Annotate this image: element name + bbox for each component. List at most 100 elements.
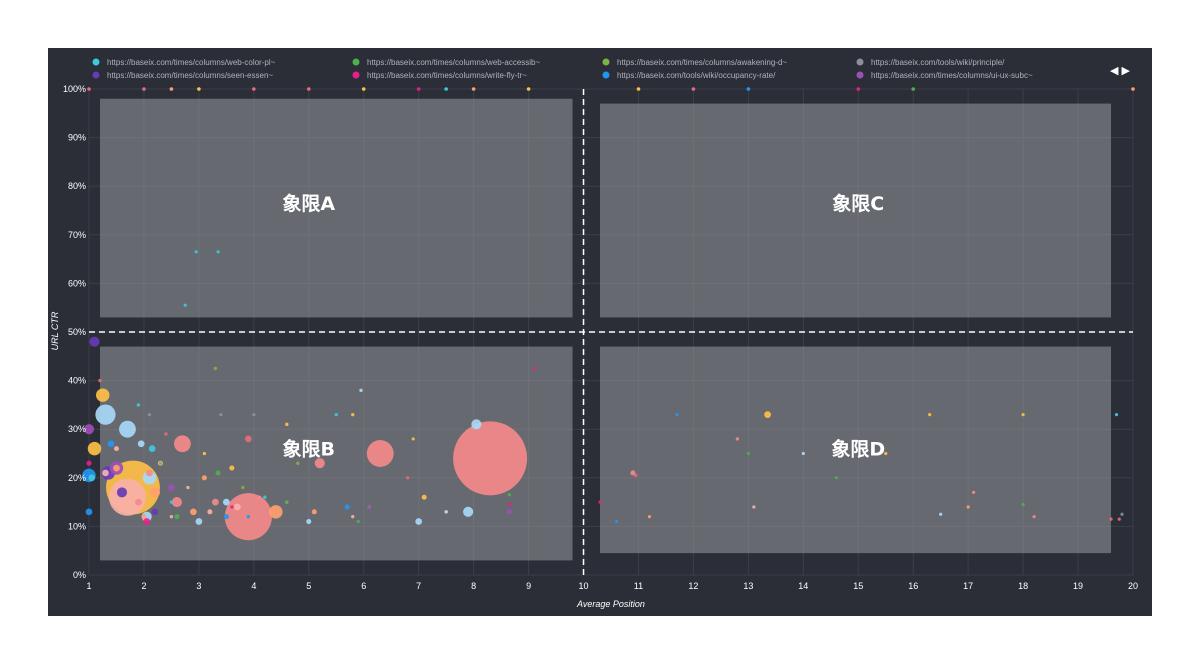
- data-point-bubble: [972, 490, 976, 494]
- data-point-bubble: [233, 503, 241, 511]
- x-tick-label: 7: [416, 581, 421, 591]
- x-tick-label: 1: [86, 581, 91, 591]
- quadrant-label: 象限B: [283, 438, 335, 461]
- top-edge-marker: [444, 87, 448, 91]
- top-edge-marker: [361, 87, 366, 91]
- data-point-bubble: [1032, 515, 1036, 519]
- data-point-bubble: [207, 509, 213, 515]
- data-point-bubble: [223, 498, 230, 506]
- data-point-bubble: [135, 498, 142, 506]
- y-tick-label: 50%: [68, 327, 86, 337]
- data-point-bubble: [215, 470, 221, 476]
- data-point-bubble: [216, 250, 220, 254]
- data-point-bubble: [406, 476, 410, 480]
- data-point-bubble: [344, 504, 350, 510]
- data-point-bubble: [311, 509, 317, 515]
- data-point-bubble: [174, 514, 180, 520]
- chart-panel: https://baseix.com/times/columns/web-col…: [48, 48, 1152, 616]
- data-point-bubble: [195, 518, 203, 525]
- data-point-bubble: [507, 502, 512, 507]
- legend-label: https://baseix.com/tools/wiki/occupancy-…: [617, 71, 776, 80]
- data-point-bubble: [252, 412, 256, 417]
- data-point-bubble: [323, 451, 327, 456]
- data-point-bubble: [296, 461, 300, 465]
- data-point-bubble: [314, 458, 325, 469]
- legend-swatch: [352, 71, 360, 79]
- data-point-bubble: [212, 498, 219, 506]
- data-point-bubble: [223, 514, 229, 520]
- data-point-bubble: [213, 366, 218, 371]
- data-point-bubble: [113, 446, 119, 452]
- x-tick-label: 10: [579, 581, 589, 591]
- quadrant-labels: 象限A 象限C 象限B 象限D: [282, 192, 885, 460]
- data-point-bubble: [116, 487, 128, 498]
- data-point-bubble: [88, 474, 96, 482]
- top-edge-marker: [856, 87, 861, 91]
- y-tick-label: 10%: [68, 521, 86, 531]
- y-tick-label: 70%: [68, 230, 86, 240]
- data-point-bubble: [1114, 413, 1119, 417]
- x-tick-label: 8: [471, 581, 476, 591]
- legend-label: https://baseix.com/times/columns/web-col…: [107, 58, 276, 67]
- data-point-bubble: [939, 512, 943, 516]
- data-point-bubble: [113, 464, 120, 472]
- top-edge-markers: [87, 87, 1135, 91]
- legend-swatch: [92, 71, 100, 79]
- data-point-bubble: [285, 422, 289, 427]
- top-edge-marker: [911, 87, 916, 91]
- data-point-bubble: [137, 440, 145, 448]
- x-tick-label: 18: [1018, 581, 1028, 591]
- data-point-bubble: [136, 403, 141, 407]
- data-point-bubble: [119, 420, 136, 438]
- x-tick-label: 2: [141, 581, 146, 591]
- data-point-bubble: [752, 505, 756, 509]
- x-tick-label: 17: [963, 581, 973, 591]
- data-point-bubble: [356, 519, 360, 524]
- data-point-bubble: [647, 515, 652, 519]
- top-edge-marker: [691, 87, 696, 91]
- data-point-bubble: [244, 435, 252, 443]
- top-edge-marker: [526, 87, 531, 91]
- data-point-bubble: [89, 336, 100, 347]
- quadrant-dividers: [89, 89, 1133, 575]
- data-point-bubble: [95, 404, 116, 425]
- data-point-bubble: [834, 476, 838, 480]
- data-point-bubble: [190, 508, 197, 516]
- data-point-bubble: [411, 437, 415, 441]
- data-point-bubble: [675, 413, 679, 417]
- data-point-bubble: [1021, 413, 1025, 417]
- legend-swatch: [352, 58, 360, 66]
- data-point-bubble: [86, 460, 92, 466]
- y-tick-label: 80%: [68, 181, 86, 191]
- data-point-bubble: [532, 366, 536, 371]
- data-point-bubble: [183, 303, 187, 307]
- top-edge-marker: [416, 87, 421, 91]
- data-point-bubble: [201, 475, 207, 481]
- quadrant-label: 象限A: [282, 192, 335, 215]
- data-point-bubble: [269, 505, 283, 519]
- quadrant-box: [99, 98, 573, 318]
- x-tick-label: 16: [908, 581, 918, 591]
- data-point-bubble: [351, 514, 355, 519]
- y-axis-ticks: 0% 10% 20% 30% 40% 50% 60% 70% 80% 90% 100%: [63, 84, 86, 580]
- legend-swatch: [92, 58, 100, 66]
- top-edge-marker: [746, 87, 751, 91]
- legend-swatch: [856, 58, 864, 66]
- data-point-bubble: [246, 514, 251, 519]
- data-point-bubble: [453, 421, 528, 496]
- data-point-bubble: [168, 484, 175, 491]
- data-point-bubble: [1117, 517, 1121, 521]
- data-point-bubble: [598, 500, 602, 504]
- data-point-bubble: [164, 432, 168, 436]
- scatter-chart: https://baseix.com/times/columns/web-col…: [50, 58, 1138, 609]
- legend-label: https://baseix.com/times/columns/ui-ux-s…: [871, 71, 1033, 80]
- data-point-bubble: [141, 514, 147, 520]
- top-edge-marker: [1131, 87, 1135, 91]
- legend-pager-arrows[interactable]: ◀ ▶: [1110, 65, 1131, 77]
- x-axis-title: Average Position: [576, 599, 645, 609]
- data-point-bubble: [801, 451, 805, 456]
- legend-swatch: [602, 71, 610, 79]
- data-points: [82, 250, 1124, 541]
- y-tick-label: 0%: [73, 570, 86, 580]
- quadrant-box: [600, 103, 1112, 318]
